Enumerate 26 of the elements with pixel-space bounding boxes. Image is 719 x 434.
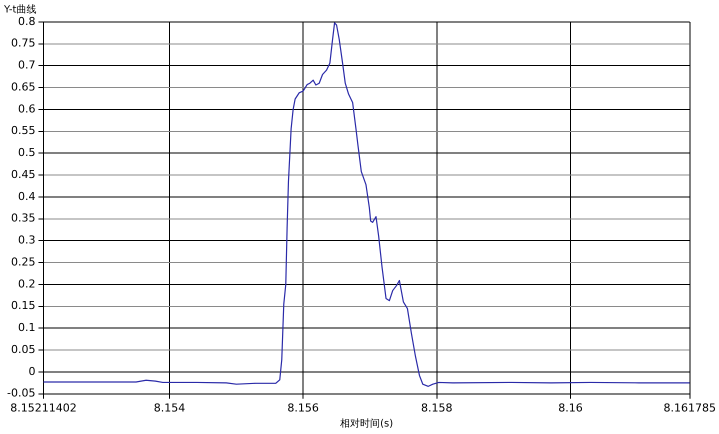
y-tick-label: 0.2 <box>18 277 36 290</box>
y-tick-label: 0.4 <box>18 190 36 203</box>
y-tick-label: 0.8 <box>18 14 36 28</box>
y-tick-label: 0.15 <box>10 299 36 312</box>
y-tick-label: 0.1 <box>18 321 36 334</box>
x-tick-label: 8.161785 <box>664 401 716 414</box>
x-axis-title: 相对时间(s) <box>340 418 394 430</box>
chart-title: Y-t曲线 <box>3 4 36 16</box>
y-tick-label: 0.65 <box>10 80 36 94</box>
y-tick-label: 0.25 <box>10 255 36 268</box>
x-tick-label: 8.16 <box>558 401 583 414</box>
y-tick-label: 0.75 <box>10 36 36 50</box>
y-tick-label: 0.35 <box>10 212 36 225</box>
y-tick-label: 0.55 <box>10 124 36 138</box>
x-tick-label: 8.154 <box>154 401 186 414</box>
y-tick-label: 0.6 <box>18 102 36 116</box>
y-tick-label: 0.7 <box>18 58 36 72</box>
y-tick-label: 0.5 <box>18 146 36 160</box>
x-tick-label: 8.15211402 <box>10 401 77 414</box>
y-tick-label: -0.05 <box>6 386 36 400</box>
y-tick-label: 0.3 <box>18 234 36 247</box>
x-tick-label: 8.156 <box>287 401 319 414</box>
x-tick-label: 8.158 <box>421 401 453 414</box>
y-tick-label: 0.45 <box>10 168 36 181</box>
y-tick-label: 0 <box>28 364 36 378</box>
y-tick-label: 0.05 <box>10 342 36 356</box>
